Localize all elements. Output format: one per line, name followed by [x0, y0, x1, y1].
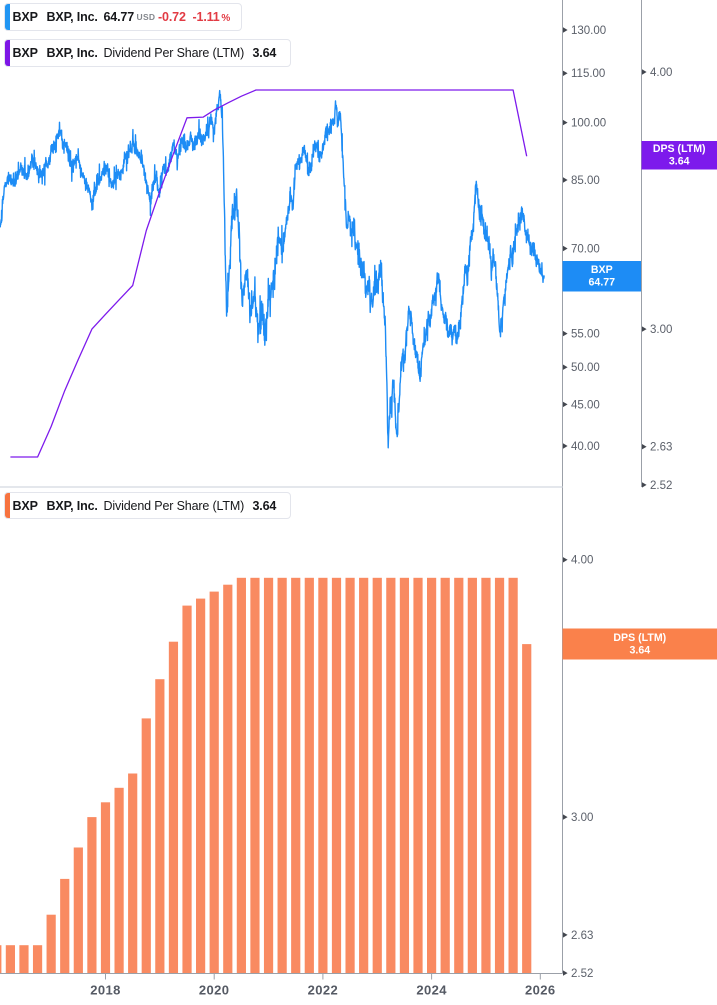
svg-text:2018: 2018 [90, 983, 121, 998]
svg-text:2026: 2026 [525, 983, 556, 998]
svg-text:45.00: 45.00 [571, 399, 600, 411]
svg-text:3.00: 3.00 [571, 812, 593, 824]
svg-text:70.00: 70.00 [571, 243, 600, 255]
svg-text:4.00: 4.00 [650, 67, 672, 79]
svg-text:2.63: 2.63 [571, 930, 593, 942]
svg-text:2.52: 2.52 [650, 480, 672, 492]
svg-text:2020: 2020 [199, 983, 230, 998]
svg-text:64.77: 64.77 [589, 277, 616, 289]
svg-text:130.00: 130.00 [571, 25, 606, 37]
svg-text:2.52: 2.52 [571, 968, 593, 980]
svg-text:DPS (LTM): DPS (LTM) [613, 632, 666, 644]
svg-text:BXP: BXP [591, 264, 613, 276]
svg-text:115.00: 115.00 [571, 68, 605, 80]
svg-text:3.64: 3.64 [629, 644, 650, 656]
svg-text:100.00: 100.00 [571, 118, 606, 130]
svg-text:85.00: 85.00 [571, 175, 600, 187]
svg-text:40.00: 40.00 [571, 441, 600, 453]
svg-text:55.00: 55.00 [571, 329, 600, 341]
svg-text:DPS (LTM): DPS (LTM) [653, 143, 706, 155]
svg-text:50.00: 50.00 [571, 362, 600, 374]
svg-text:3.00: 3.00 [650, 324, 672, 336]
svg-text:4.00: 4.00 [571, 555, 593, 567]
svg-text:3.64: 3.64 [669, 156, 690, 168]
svg-text:2024: 2024 [416, 983, 447, 998]
svg-text:2022: 2022 [308, 983, 339, 998]
svg-text:2.63: 2.63 [650, 442, 672, 454]
